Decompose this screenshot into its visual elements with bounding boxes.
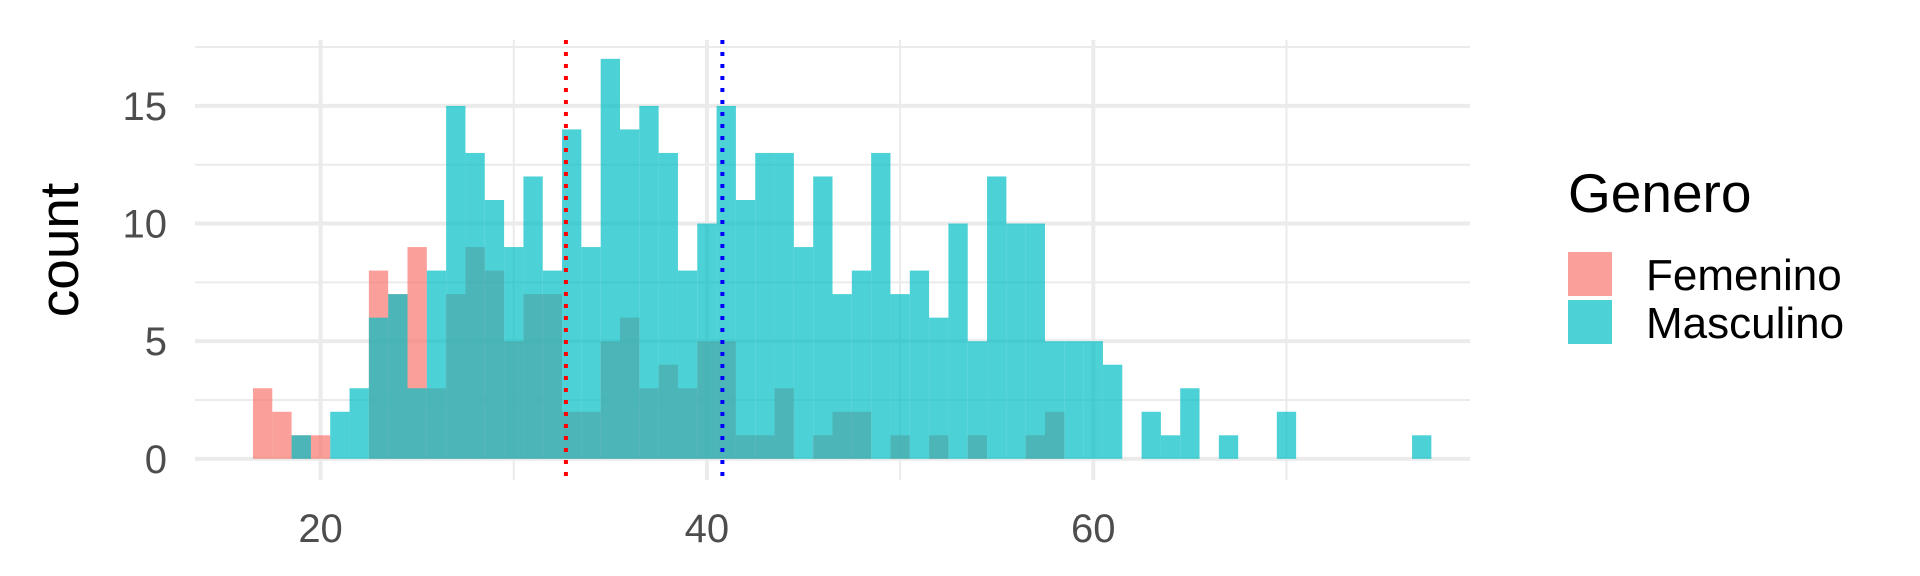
bar-masculino: [1025, 223, 1045, 459]
bar-masculino: [330, 411, 350, 459]
bar-masculino: [1045, 341, 1065, 459]
bar-masculino: [967, 341, 988, 459]
x-tick-label: 40: [685, 507, 730, 551]
bar-masculino: [716, 105, 736, 459]
bar-masculino: [948, 223, 968, 459]
bar-masculino: [1160, 435, 1181, 459]
bar-masculino: [813, 176, 833, 459]
legend-key-masculino: [1568, 300, 1612, 344]
bar-femenino: [272, 411, 292, 459]
bar-masculino: [484, 200, 505, 459]
bar-femenino: [310, 435, 331, 459]
bar-masculino: [1180, 388, 1200, 459]
x-tick-label: 60: [1071, 507, 1116, 551]
bar-masculino: [755, 152, 775, 459]
legend-label-masculino: Masculino: [1646, 299, 1844, 348]
bar-masculino: [600, 58, 620, 459]
bar-masculino: [504, 247, 524, 459]
bar-masculino: [774, 152, 794, 459]
bar-masculino: [523, 176, 543, 459]
bar-femenino: [252, 388, 273, 459]
bar-masculino: [1083, 341, 1103, 459]
bar-masculino: [368, 317, 389, 459]
bar-masculino: [542, 270, 563, 459]
bar-masculino: [909, 270, 930, 459]
x-axis-ticks: 20 40 60: [298, 507, 1115, 551]
bar-masculino: [581, 247, 601, 459]
bar-masculino: [1102, 364, 1123, 459]
y-tick-label: 15: [123, 85, 168, 129]
bar-masculino: [871, 152, 891, 459]
bar-masculino: [388, 294, 408, 459]
bar-masculino: [426, 270, 447, 459]
y-tick-label: 10: [123, 203, 168, 247]
bar-masculino: [639, 105, 659, 459]
bar-masculino: [1064, 341, 1084, 459]
bar-masculino: [446, 105, 466, 459]
bars-masculino: [291, 58, 1432, 459]
bar-masculino: [620, 129, 640, 459]
bar-masculino: [1006, 223, 1026, 459]
y-axis-ticks: 0 5 10 15: [123, 85, 168, 482]
y-tick-label: 5: [145, 320, 167, 364]
legend: Genero Femenino Masculino: [1568, 162, 1844, 348]
bar-masculino: [1218, 435, 1239, 459]
legend-title: Genero: [1568, 162, 1751, 224]
bar-masculino: [1276, 411, 1297, 459]
bar-masculino: [658, 152, 678, 459]
bar-masculino: [851, 270, 872, 459]
y-axis-title: count: [28, 183, 90, 318]
legend-key-femenino: [1568, 252, 1612, 296]
bar-masculino: [890, 294, 910, 459]
bar-masculino: [735, 200, 756, 459]
bar-masculino: [793, 247, 814, 459]
bar-masculino: [677, 270, 698, 459]
bar-masculino: [832, 294, 852, 459]
bar-masculino: [407, 388, 427, 459]
bar-masculino: [697, 223, 717, 459]
bar-masculino: [1412, 435, 1432, 459]
x-tick-label: 20: [298, 507, 343, 551]
legend-label-femenino: Femenino: [1646, 251, 1842, 300]
bar-masculino: [349, 388, 369, 459]
bar-masculino: [291, 435, 311, 459]
bar-masculino: [929, 317, 949, 459]
bar-masculino: [987, 176, 1007, 459]
y-tick-label: 0: [145, 438, 167, 482]
reference-lines: [563, 40, 725, 480]
bar-masculino: [465, 152, 485, 459]
bar-masculino: [1141, 411, 1161, 459]
